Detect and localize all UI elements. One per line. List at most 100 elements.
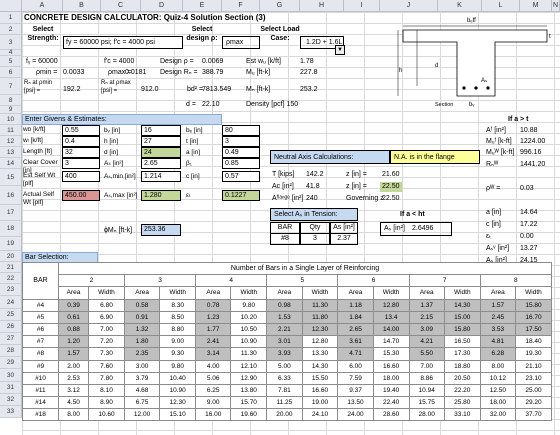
fc-label: f'c = 4000: [104, 58, 135, 65]
given-input-5[interactable]: 450.00: [62, 190, 100, 201]
load-case-select[interactable]: 1.2D + 1.6L: [300, 36, 344, 49]
pmin-label: ρmin =: [36, 69, 58, 76]
strength-select[interactable]: fy = 60000 psi; f'c = 4000 psi: [63, 36, 183, 49]
row-header-28[interactable]: 28: [0, 345, 22, 357]
given-input-1[interactable]: 0.4: [62, 136, 100, 147]
width-cell: 15.70: [230, 396, 268, 410]
row-header-20[interactable]: 20: [0, 251, 22, 262]
row-header-3[interactable]: 3: [0, 35, 22, 50]
given-input-0[interactable]: 0.55: [62, 125, 100, 136]
bar-row-11: #11 3.12 8.10 4.68 10.90 6.25 13.80 7.81 16.60 9.…: [22, 383, 553, 398]
right-value-10: 13.27: [520, 245, 538, 252]
given-value-4: 400: [65, 173, 77, 180]
given-input2-0[interactable]: 16: [141, 125, 181, 136]
row-header-33[interactable]: 33: [0, 406, 22, 418]
given-input-2[interactable]: 32: [62, 147, 100, 158]
row-header-27[interactable]: 27: [0, 333, 22, 345]
row-header-1[interactable]: 1: [0, 12, 22, 24]
row-header-6[interactable]: 6: [0, 67, 22, 78]
given-label-5: Actual Self Wt [plf]: [23, 191, 55, 206]
given-input2-3[interactable]: 2.65: [141, 158, 181, 169]
column-header-C[interactable]: C: [101, 0, 141, 12]
given-input2-4[interactable]: 1.214: [141, 171, 181, 182]
na-value2-2: 22.50: [382, 195, 400, 202]
given-value-5: 450.00: [65, 192, 87, 199]
row-header-24[interactable]: 24: [0, 296, 22, 309]
row-header-15[interactable]: 15: [0, 169, 22, 186]
right-value-3: 1441.20: [520, 161, 546, 168]
row-header-12[interactable]: 12: [0, 136, 22, 147]
bar-select-cell-text-1: 3: [313, 235, 317, 242]
area-cell: 3.61: [337, 335, 374, 349]
area-cell: 3.79: [123, 371, 161, 385]
row-header-10[interactable]: 10: [0, 114, 22, 125]
column-header-N[interactable]: N: [552, 0, 560, 12]
row-header-14[interactable]: 14: [0, 158, 22, 169]
column-header-D[interactable]: D: [141, 0, 183, 12]
row-header-9[interactable]: 9: [0, 106, 22, 114]
row-header-23[interactable]: 23: [0, 284, 22, 296]
bar-select-cell-text-2: 2.37: [337, 235, 351, 242]
row-header-32[interactable]: 32: [0, 394, 22, 406]
bar-select-cell-1[interactable]: 3: [300, 233, 330, 245]
row-header-19[interactable]: 19: [0, 237, 22, 251]
diagram-bw-label: bᵥ: [469, 102, 474, 108]
design-rho-select[interactable]: ρmax: [222, 36, 260, 49]
row-header-5[interactable]: 5: [0, 56, 22, 67]
row-header-18[interactable]: 18: [0, 221, 22, 237]
width-cell: 17.30: [443, 347, 481, 361]
width-cell: 15.80: [514, 298, 553, 312]
given-label-3: Clear Cover [in]: [23, 159, 58, 174]
column-header-F[interactable]: F: [222, 0, 260, 12]
row-header-29[interactable]: 29: [0, 357, 22, 369]
chevron-down-icon: ▼: [337, 47, 343, 53]
width-cell: 21.10: [514, 359, 553, 373]
row-header-17[interactable]: 17: [0, 205, 22, 221]
column-header-M[interactable]: M: [520, 0, 552, 12]
row-header-7[interactable]: 7: [0, 78, 22, 95]
row-header-11[interactable]: 11: [0, 125, 22, 136]
area-cell: 32.00: [479, 408, 516, 422]
column-header-K[interactable]: K: [438, 0, 482, 12]
row-header-8[interactable]: 8: [0, 95, 22, 106]
row-header-16[interactable]: 16: [0, 186, 22, 205]
bar-select-cell-0[interactable]: #8: [270, 233, 300, 245]
given-input2-5[interactable]: 1.280: [141, 190, 181, 201]
design-rn-label: Design Rₙ =: [160, 69, 198, 76]
row-header-2[interactable]: 2: [0, 24, 22, 35]
row-header-4[interactable]: 4: [0, 49, 22, 56]
row-header-22[interactable]: 22: [0, 273, 22, 284]
given-input-3[interactable]: 3: [62, 158, 100, 169]
row-header-26[interactable]: 26: [0, 321, 22, 333]
row-header-31[interactable]: 31: [0, 382, 22, 394]
select-all-corner[interactable]: [0, 0, 22, 12]
right-label-0: Aᶠ [in²]: [486, 127, 506, 134]
row-header-30[interactable]: 30: [0, 369, 22, 382]
area-cell: 7.59: [337, 371, 374, 385]
given-input2-2[interactable]: 24: [141, 147, 181, 158]
column-header-E[interactable]: E: [183, 0, 222, 12]
given-input2-1[interactable]: 27: [141, 136, 181, 147]
column-header-A[interactable]: A: [22, 0, 63, 12]
if-a-gt-t-label: If a > t: [508, 116, 529, 123]
area-cell: 10.12: [479, 371, 516, 385]
load-case-dropdown-button[interactable]: ▼: [335, 45, 345, 55]
column-header-J[interactable]: J: [380, 0, 438, 12]
na-value2-0: 21.60: [382, 171, 400, 178]
area-cell: 4.21: [408, 335, 445, 349]
na-value2-1: 22.50: [380, 182, 402, 192]
column-header-G[interactable]: G: [260, 0, 300, 12]
column-header-B[interactable]: B: [63, 0, 101, 12]
width-cell: 28.60: [372, 408, 410, 422]
area-cell: 2.15: [408, 310, 445, 324]
column-header-L[interactable]: L: [482, 0, 520, 12]
area-cell: 1.20: [57, 335, 90, 349]
row-header-21[interactable]: 21: [0, 262, 22, 273]
row-header-13[interactable]: 13: [0, 147, 22, 158]
column-header-I[interactable]: I: [344, 0, 380, 12]
row-header-25[interactable]: 25: [0, 309, 22, 321]
fy-label: fᵧ = 60000: [26, 58, 58, 65]
given-input-4[interactable]: 400: [62, 171, 100, 182]
column-header-H[interactable]: H: [300, 0, 344, 12]
area-cell: 8.00: [479, 359, 516, 373]
